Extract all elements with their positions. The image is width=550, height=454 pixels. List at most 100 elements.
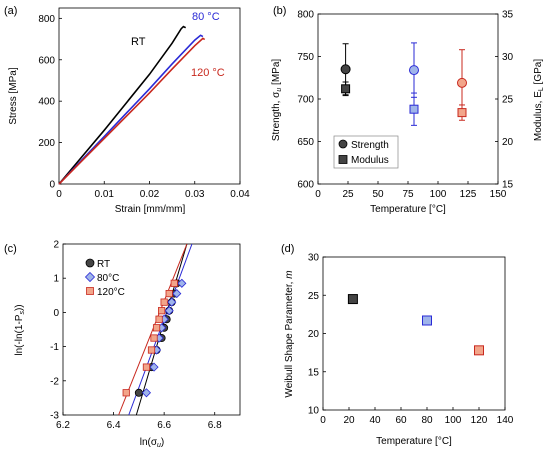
panel-d-x-tick-label: 40 [369, 415, 381, 426]
panel-c-120c-point [170, 279, 178, 287]
panel-d-x-axis-label: Temperature [°C] [376, 436, 452, 447]
panel-b-y-tick-label: 35 [502, 10, 514, 21]
panel-c-80c-point [164, 306, 174, 316]
panel-d-x-tick-label: 0 [320, 415, 326, 426]
panel-d-x-tick-label: 100 [445, 415, 462, 426]
panel-b-x-tick-label: 100 [430, 189, 447, 200]
panel-c-ticks: 6.2 6.4 6.6 6.8 -3 -2 -1 0 1 2 [50, 240, 222, 432]
panel-b-strength-point [340, 64, 351, 75]
panel-c-120c-point [122, 389, 130, 397]
panel-b-y-tick-label: 750 [297, 52, 314, 63]
panel-c-y-tick-label: 1 [53, 274, 59, 285]
panel-b-y-tick-label: 15 [502, 180, 514, 191]
panel-c-y-axis-label: ln(-ln(1-Ps)) [14, 304, 26, 355]
panel-b-modulus-point [409, 104, 419, 114]
panel-d-points [347, 294, 484, 356]
panel-c-80c-point [177, 278, 187, 288]
panel-a-ticks: 0 0.01 0.02 0.03 0.04 0 200 400 600 800 [38, 14, 250, 200]
panel-d-y-axis-label: Weibull Shape Parameter, m [284, 270, 295, 397]
panel-a-label: (a) [4, 5, 17, 17]
panel-b-y-tick-label: 600 [297, 180, 314, 191]
panel-b-modulus-point [341, 84, 351, 94]
panel-d-ticks: 0 20 40 60 80 100 120 140 10 15 20 25 30 [308, 253, 514, 427]
panel-a-legend-rt: RT [131, 36, 146, 48]
panel-c-legend-rt: RT [97, 259, 110, 270]
panel-b-y-tick-label: 700 [297, 95, 314, 106]
panel-d-point [422, 315, 432, 326]
panel-c-points [118, 243, 193, 416]
panel-c-80c-point [149, 362, 159, 372]
panel-a: (a) 0 0.01 0.02 0.03 0.04 0 200 400 600 800 RT 80… [4, 5, 250, 215]
panel-d-x-tick-label: 80 [421, 415, 433, 426]
panel-a-series-line-2 [58, 37, 206, 185]
panel-d-y-tick-label: 15 [308, 367, 320, 378]
panel-c-120c-point [160, 298, 168, 306]
panel-a-x-tick-label: 0 [56, 189, 62, 200]
panel-b-label: (b) [273, 5, 286, 17]
panel-c-120c-point [152, 324, 161, 332]
panel-b: (b) 0 25 50 75 100 125 150 600 650 700 750 800 15 20 2… [271, 5, 545, 215]
panel-a-legend-120c: 120 °C [191, 67, 225, 79]
panel-d-y-tick-label: 25 [308, 291, 320, 302]
panel-b-points [340, 42, 467, 126]
panel-c-y-tick-label: 2 [53, 240, 59, 251]
panel-b-strength-point [457, 77, 467, 88]
panel-d-x-tick-label: 60 [395, 415, 407, 426]
panel-b-y-tick-label: 25 [502, 95, 514, 106]
panel-d: (d) 0 20 40 60 80 100 120 140 10 15 20 25 30 Tempera… [281, 243, 514, 447]
panel-c-legend-80c: 80°C [97, 273, 119, 284]
panel-c-80c-point [141, 388, 152, 398]
panel-c-legend-120c: 120°C [97, 287, 125, 298]
panel-a-y-axis-label: Stress [MPa] [8, 67, 19, 124]
panel-d-y-tick-label: 20 [308, 329, 320, 340]
panel-b-y-tick-label: 650 [297, 137, 314, 148]
panel-c-legend-80c-marker [84, 271, 96, 283]
panel-a-y-tick-label: 800 [38, 14, 55, 25]
panel-c-x-tick-label: 6.2 [56, 420, 70, 431]
panel-c-120c-point [150, 334, 158, 342]
panel-c-x-tick-label: 6.6 [157, 420, 171, 431]
panel-d-x-tick-label: 120 [471, 415, 488, 426]
panel-c-y-tick-label: -3 [50, 411, 59, 422]
panel-a-legend-80c: 80 °C [192, 11, 220, 23]
panel-a-series-line-1 [58, 34, 204, 185]
panel-b-x-tick-label: 50 [372, 189, 384, 200]
panel-a-series-line-0 [58, 25, 187, 185]
panel-c-label: (c) [4, 243, 17, 255]
panel-c-legend-120c-marker [86, 287, 94, 295]
panel-c-y-tick-label: -1 [50, 342, 59, 353]
panel-b-y-axis-label-left: Strength, σu [MPa] [271, 59, 283, 142]
panel-b-legend-square-marker [338, 155, 348, 164]
panel-b-y-axis-label-right: Modulus, EL [GPa] [533, 59, 545, 142]
panel-b-ticks: 0 25 50 75 100 125 150 600 650 700 750 800 15 20 25 30 3… [297, 10, 513, 201]
panel-b-y-tick-label: 20 [502, 137, 514, 148]
panel-b-x-tick-label: 125 [460, 189, 477, 200]
panel-b-modulus-point [457, 108, 467, 118]
panel-b-x-tick-label: 25 [342, 189, 354, 200]
panel-a-series [58, 25, 206, 185]
panel-c-80c-point [167, 297, 177, 307]
panel-a-y-tick-label: 600 [38, 55, 55, 66]
panel-d-label: (d) [281, 243, 294, 255]
panel-b-x-tick-label: 75 [402, 189, 414, 200]
panel-c-120c-point [155, 315, 163, 323]
panel-d-x-tick-label: 140 [497, 415, 514, 426]
panel-b-y-tick-label: 800 [297, 10, 314, 21]
panel-c-fit-line-2 [118, 243, 188, 416]
panel-c-80c-point [172, 289, 182, 299]
panel-c-y-tick-label: 0 [53, 308, 59, 319]
panel-c-120c-point [142, 363, 151, 371]
panel-c-plot-area [62, 243, 241, 416]
panel-b-legend-strength: Strength [351, 140, 389, 151]
panel-c-legend-rt-marker [85, 258, 95, 268]
panel-c-rt-point [134, 388, 143, 397]
panel-b-strength-point [409, 65, 419, 76]
panel-c-x-tick-label: 6.4 [107, 420, 121, 431]
panel-b-x-tick-label: 0 [315, 189, 321, 200]
panel-d-x-tick-label: 20 [343, 415, 355, 426]
panel-b-legend-circle-marker [338, 139, 348, 149]
panel-b-y-tick-label: 30 [502, 52, 514, 63]
panel-d-y-tick-label: 10 [308, 406, 320, 417]
